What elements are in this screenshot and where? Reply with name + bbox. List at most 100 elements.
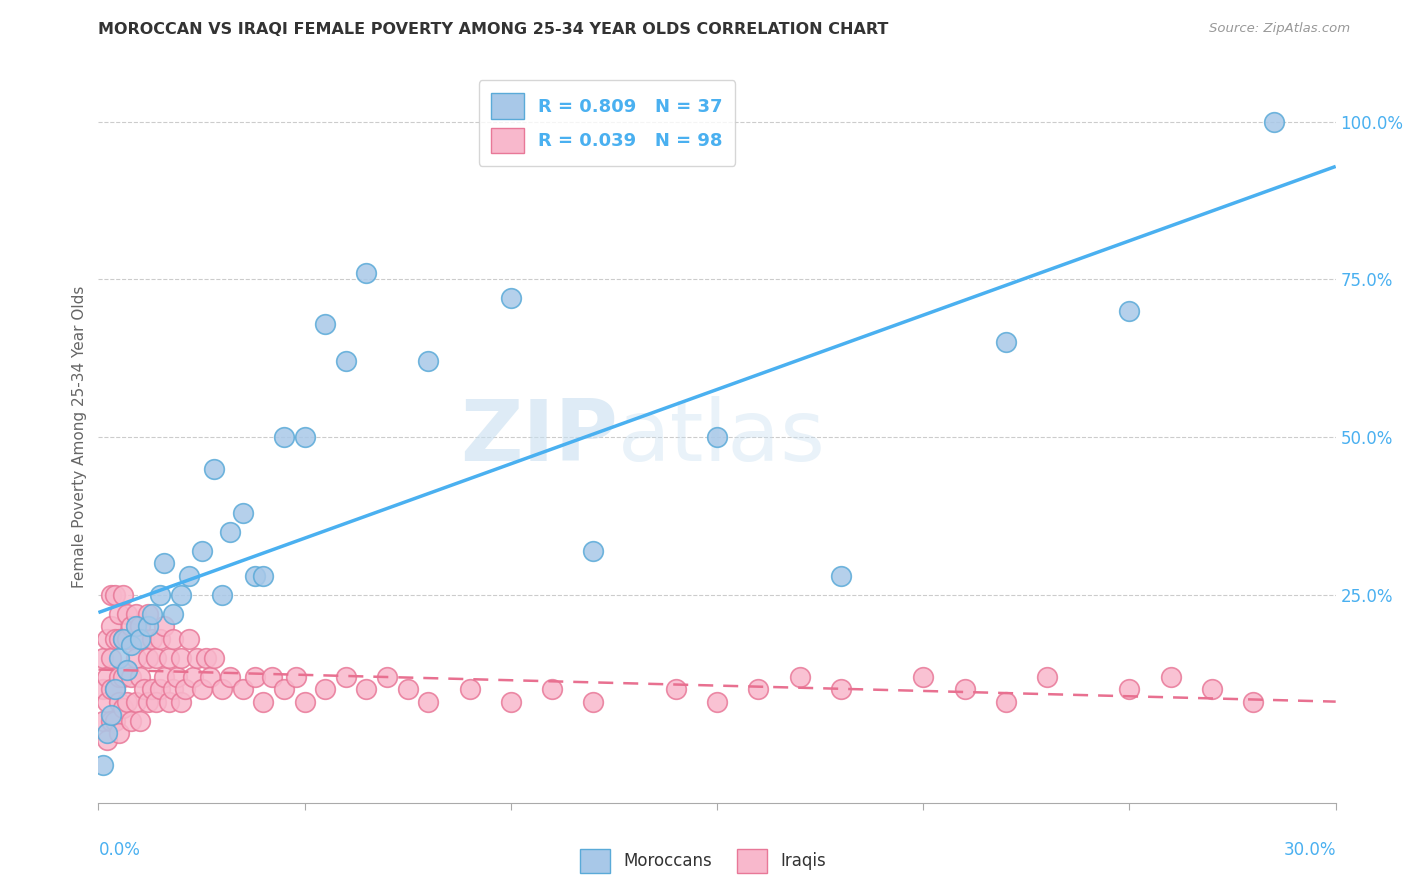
Point: [170, 588, 193, 602]
Point: [153, 619, 176, 633]
Point: [91, 758, 114, 772]
Point: [747, 682, 769, 697]
Point: [396, 682, 419, 697]
Point: [335, 670, 357, 684]
Point: [108, 726, 131, 740]
Point: [108, 650, 131, 665]
Point: [96, 632, 118, 646]
Point: [162, 632, 184, 646]
Point: [1241, 695, 1264, 709]
Point: [830, 569, 852, 583]
Point: [120, 714, 142, 728]
Point: [166, 670, 188, 684]
Point: [104, 714, 127, 728]
Point: [100, 714, 122, 728]
Point: [104, 682, 127, 697]
Point: [117, 607, 139, 621]
Point: [356, 266, 378, 280]
Point: [117, 664, 139, 678]
Text: 30.0%: 30.0%: [1284, 840, 1336, 859]
Point: [211, 682, 233, 697]
Point: [243, 569, 266, 583]
Point: [128, 670, 150, 684]
Point: [314, 682, 336, 697]
Point: [202, 650, 225, 665]
Point: [198, 670, 221, 684]
Point: [96, 732, 118, 747]
Y-axis label: Female Poverty Among 25-34 Year Olds: Female Poverty Among 25-34 Year Olds: [72, 286, 87, 588]
Point: [100, 707, 122, 722]
Point: [117, 695, 139, 709]
Text: atlas: atlas: [619, 395, 827, 479]
Point: [141, 682, 163, 697]
Point: [170, 650, 193, 665]
Point: [202, 461, 225, 475]
Text: 0.0%: 0.0%: [98, 840, 141, 859]
Point: [219, 670, 242, 684]
Point: [145, 695, 167, 709]
Point: [273, 430, 295, 444]
Point: [124, 607, 146, 621]
Point: [136, 695, 159, 709]
Point: [1263, 115, 1285, 129]
Point: [174, 682, 197, 697]
Point: [252, 695, 274, 709]
Point: [252, 569, 274, 583]
Point: [541, 682, 564, 697]
Point: [582, 543, 605, 558]
Point: [294, 695, 316, 709]
Point: [243, 670, 266, 684]
Point: [194, 650, 217, 665]
Point: [128, 714, 150, 728]
Point: [136, 607, 159, 621]
Point: [356, 682, 378, 697]
Point: [104, 682, 127, 697]
Point: [117, 664, 139, 678]
Point: [1118, 304, 1140, 318]
Point: [108, 670, 131, 684]
Point: [179, 632, 201, 646]
Legend: Moroccans, Iraqis: Moroccans, Iraqis: [574, 842, 832, 880]
Point: [100, 588, 122, 602]
Point: [100, 682, 122, 697]
Point: [190, 543, 212, 558]
Point: [582, 695, 605, 709]
Point: [232, 682, 254, 697]
Point: [170, 695, 193, 709]
Point: [179, 569, 201, 583]
Point: [232, 506, 254, 520]
Point: [1160, 670, 1182, 684]
Point: [149, 682, 172, 697]
Point: [100, 650, 122, 665]
Point: [132, 682, 155, 697]
Point: [108, 695, 131, 709]
Point: [128, 619, 150, 633]
Point: [100, 619, 122, 633]
Point: [128, 632, 150, 646]
Point: [132, 632, 155, 646]
Point: [1036, 670, 1059, 684]
Point: [162, 682, 184, 697]
Point: [112, 670, 135, 684]
Text: ZIP: ZIP: [460, 395, 619, 479]
Point: [190, 682, 212, 697]
Point: [108, 607, 131, 621]
Point: [994, 335, 1017, 350]
Text: Source: ZipAtlas.com: Source: ZipAtlas.com: [1209, 22, 1350, 36]
Point: [124, 650, 146, 665]
Point: [104, 588, 127, 602]
Point: [1201, 682, 1223, 697]
Legend: R = 0.809   N = 37, R = 0.039   N = 98: R = 0.809 N = 37, R = 0.039 N = 98: [478, 80, 735, 166]
Point: [912, 670, 935, 684]
Point: [145, 650, 167, 665]
Point: [994, 695, 1017, 709]
Point: [418, 695, 440, 709]
Point: [124, 695, 146, 709]
Point: [260, 670, 283, 684]
Point: [117, 632, 139, 646]
Point: [499, 695, 522, 709]
Point: [91, 714, 114, 728]
Point: [418, 354, 440, 368]
Point: [186, 650, 208, 665]
Point: [211, 588, 233, 602]
